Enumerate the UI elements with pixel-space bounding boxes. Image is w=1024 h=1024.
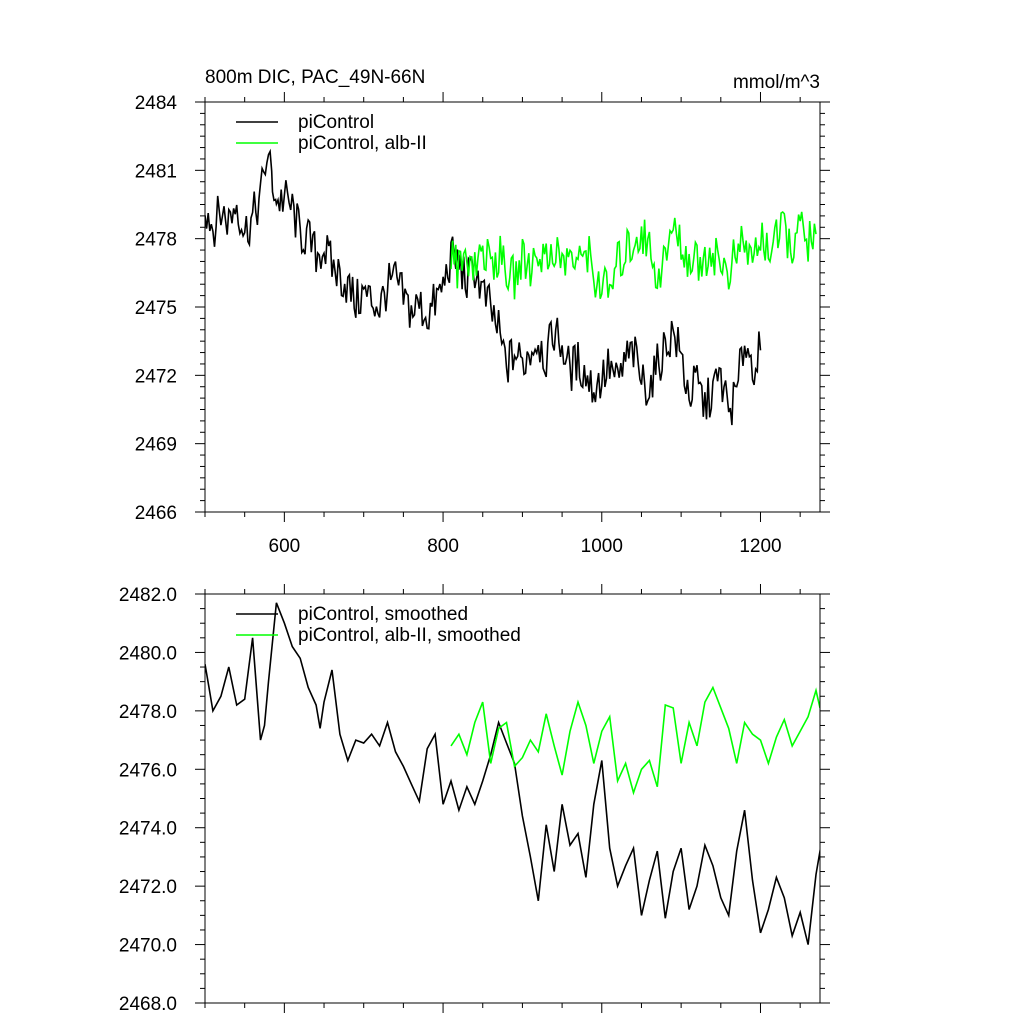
y-tick-label: 2470.0 [119, 936, 177, 957]
bottom-panel: 2468.0 2470.0 2472.0 2474.0 2476.0 2478.0 2480… [119, 584, 830, 1015]
series-line-2 [450, 685, 820, 796]
series-line-1 [205, 148, 762, 426]
chart-title: 800m DIC, PAC_49N-66N [205, 67, 425, 88]
legend-label: piControl, alb-II [298, 133, 427, 154]
legend-label: piControl, alb-II, smoothed [298, 625, 521, 646]
series-line-1 [205, 602, 820, 945]
y-tick-label: 2480.0 [119, 643, 177, 664]
legend-label: piControl, smoothed [298, 604, 468, 625]
y-tick-label: 2468.0 [119, 994, 177, 1015]
y-tick-label: 2476.0 [119, 760, 177, 781]
y-tick-label: 2478 [135, 230, 177, 251]
units-label: mmol/m^3 [733, 72, 820, 93]
y-tick-label: 2484 [135, 93, 178, 114]
top-panel: 600 800 1000 1200 2466 2469 2472 2475 2478 2481 24… [135, 92, 830, 557]
y-tick-label: 2475 [135, 298, 177, 319]
y-tick-label: 2478.0 [119, 702, 177, 723]
legend-label: piControl [298, 112, 374, 133]
y-tick-label: 2482.0 [119, 585, 177, 606]
y-tick-label: 2481 [135, 161, 177, 182]
x-tick-label: 600 [269, 536, 301, 557]
y-tick-label: 2472.0 [119, 877, 177, 898]
x-tick-label: 1200 [739, 536, 781, 557]
y-tick-label: 2469 [135, 435, 177, 456]
y-tick-label: 2472 [135, 366, 177, 387]
series-line-2 [450, 210, 817, 300]
x-tick-label: 1000 [581, 536, 623, 557]
plot-frame [204, 101, 821, 513]
y-tick-label: 2474.0 [119, 819, 177, 840]
x-tick-label: 800 [427, 536, 459, 557]
y-tick-label: 2466 [135, 503, 177, 524]
